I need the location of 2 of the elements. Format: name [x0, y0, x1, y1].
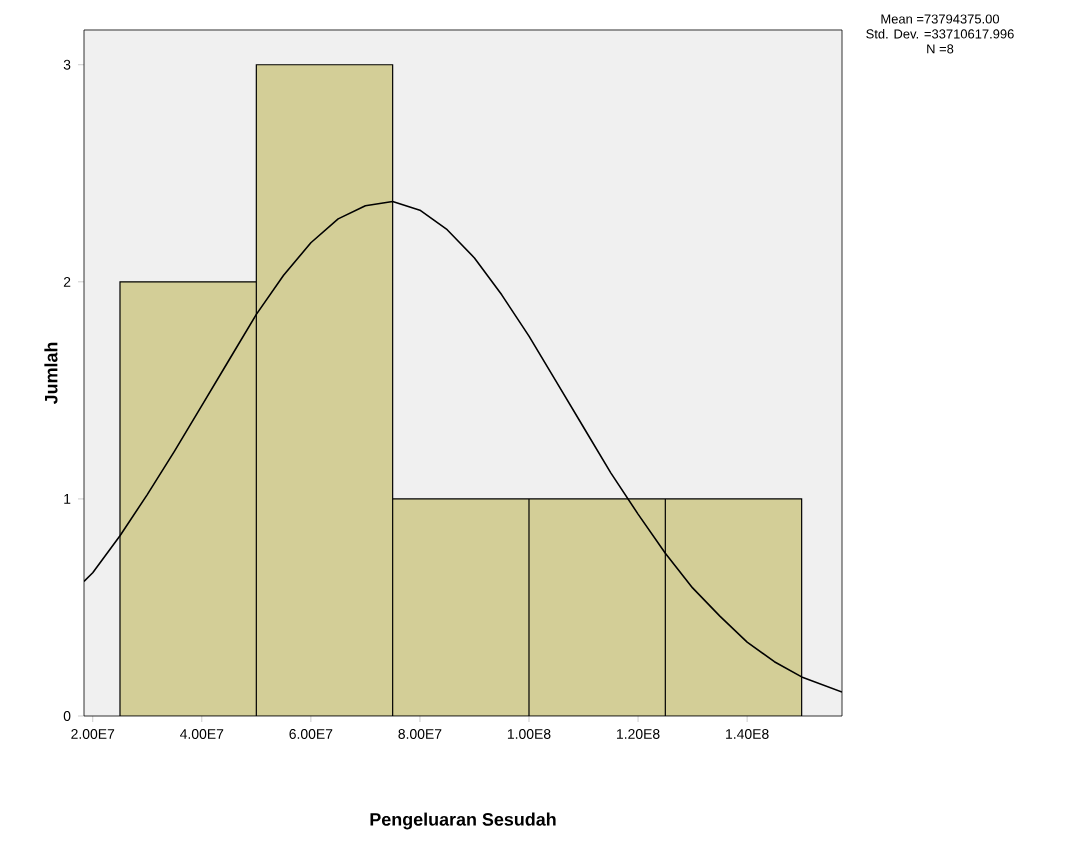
x-axis-title: Pengeluaran Sesudah [370, 812, 556, 830]
y-axis-title: Jumlah [44, 342, 58, 405]
